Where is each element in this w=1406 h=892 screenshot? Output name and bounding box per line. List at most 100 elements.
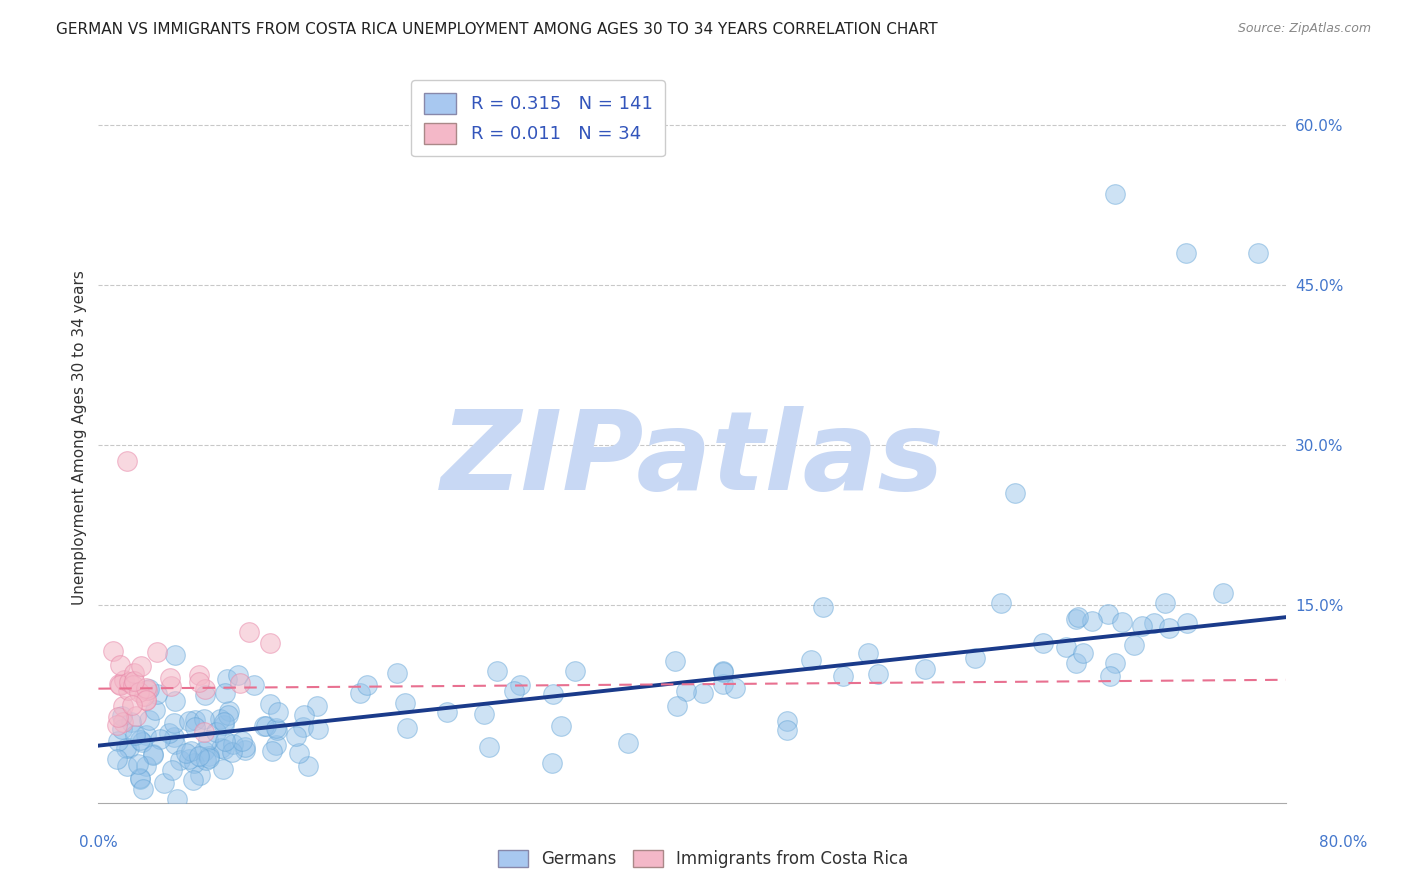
Point [291, 719, 314, 733]
Point [136, 682, 159, 697]
Point [233, 743, 256, 757]
Point [209, 740, 232, 755]
Point [111, 698, 134, 713]
Point [101, 644, 124, 658]
Point [105, 718, 128, 732]
Point [550, 719, 572, 733]
Point [675, 684, 697, 698]
Text: Source: ZipAtlas.com: Source: ZipAtlas.com [1237, 22, 1371, 36]
Point [166, 791, 188, 805]
Point [356, 677, 378, 691]
Point [288, 746, 311, 760]
Point [1247, 246, 1270, 260]
Point [135, 693, 157, 707]
Point [115, 454, 138, 468]
Point [135, 728, 157, 742]
Point [138, 682, 160, 697]
Point [163, 730, 186, 744]
Point [1122, 638, 1144, 652]
Point [1212, 586, 1234, 600]
Legend: Germans, Immigrants from Costa Rica: Germans, Immigrants from Costa Rica [491, 843, 915, 875]
Point [1064, 656, 1087, 670]
Point [142, 747, 165, 761]
Point [221, 745, 243, 759]
Point [187, 675, 209, 690]
Point [259, 697, 281, 711]
Point [990, 596, 1012, 610]
Point [222, 737, 245, 751]
Point [160, 679, 183, 693]
Point [666, 698, 689, 713]
Point [1064, 612, 1087, 626]
Point [692, 686, 714, 700]
Point [831, 669, 853, 683]
Point [128, 732, 150, 747]
Point [177, 714, 200, 728]
Point [242, 678, 264, 692]
Point [297, 759, 319, 773]
Point [229, 676, 252, 690]
Point [541, 687, 564, 701]
Point [205, 724, 228, 739]
Point [111, 722, 134, 736]
Point [149, 732, 172, 747]
Point [214, 686, 236, 700]
Point [212, 718, 235, 732]
Point [121, 698, 143, 712]
Point [1175, 246, 1198, 260]
Point [193, 725, 215, 739]
Point [131, 659, 153, 673]
Point [122, 665, 145, 680]
Point [120, 715, 142, 730]
Point [115, 740, 138, 755]
Point [385, 665, 408, 680]
Point [111, 714, 134, 729]
Point [1143, 615, 1166, 630]
Point [165, 648, 187, 662]
Point [122, 678, 145, 692]
Point [1159, 621, 1181, 635]
Point [217, 707, 239, 722]
Point [472, 707, 495, 722]
Point [135, 759, 157, 773]
Point [1071, 646, 1094, 660]
Point [285, 729, 308, 743]
Point [193, 744, 215, 758]
Point [159, 671, 181, 685]
Point [129, 772, 152, 786]
Point [131, 735, 153, 749]
Point [253, 719, 276, 733]
Point [214, 733, 236, 747]
Point [107, 710, 129, 724]
Point [118, 674, 141, 689]
Point [664, 654, 686, 668]
Point [1032, 636, 1054, 650]
Point [138, 713, 160, 727]
Point [197, 733, 219, 747]
Point [215, 673, 238, 687]
Point [184, 721, 207, 735]
Point [914, 662, 936, 676]
Point [193, 712, 215, 726]
Point [478, 739, 501, 754]
Point [194, 688, 217, 702]
Point [349, 685, 371, 699]
Point [1130, 619, 1153, 633]
Point [509, 678, 531, 692]
Point [617, 736, 640, 750]
Point [160, 763, 183, 777]
Point [127, 757, 149, 772]
Y-axis label: Unemployment Among Ages 30 to 34 years: Unemployment Among Ages 30 to 34 years [72, 269, 87, 605]
Point [307, 698, 329, 713]
Point [1111, 615, 1133, 629]
Point [1067, 610, 1090, 624]
Point [145, 687, 167, 701]
Point [183, 756, 205, 770]
Point [143, 703, 166, 717]
Point [266, 705, 288, 719]
Point [711, 676, 734, 690]
Point [262, 744, 284, 758]
Point [564, 664, 586, 678]
Point [776, 723, 799, 738]
Point [259, 635, 281, 649]
